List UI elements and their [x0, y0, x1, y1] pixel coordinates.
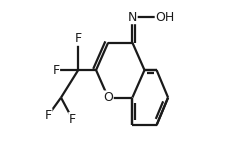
- Text: N: N: [128, 11, 137, 24]
- Text: O: O: [103, 91, 113, 104]
- Text: F: F: [75, 32, 82, 45]
- Text: F: F: [45, 109, 52, 122]
- Text: F: F: [52, 64, 59, 77]
- Text: F: F: [69, 113, 76, 126]
- Text: OH: OH: [155, 11, 175, 24]
